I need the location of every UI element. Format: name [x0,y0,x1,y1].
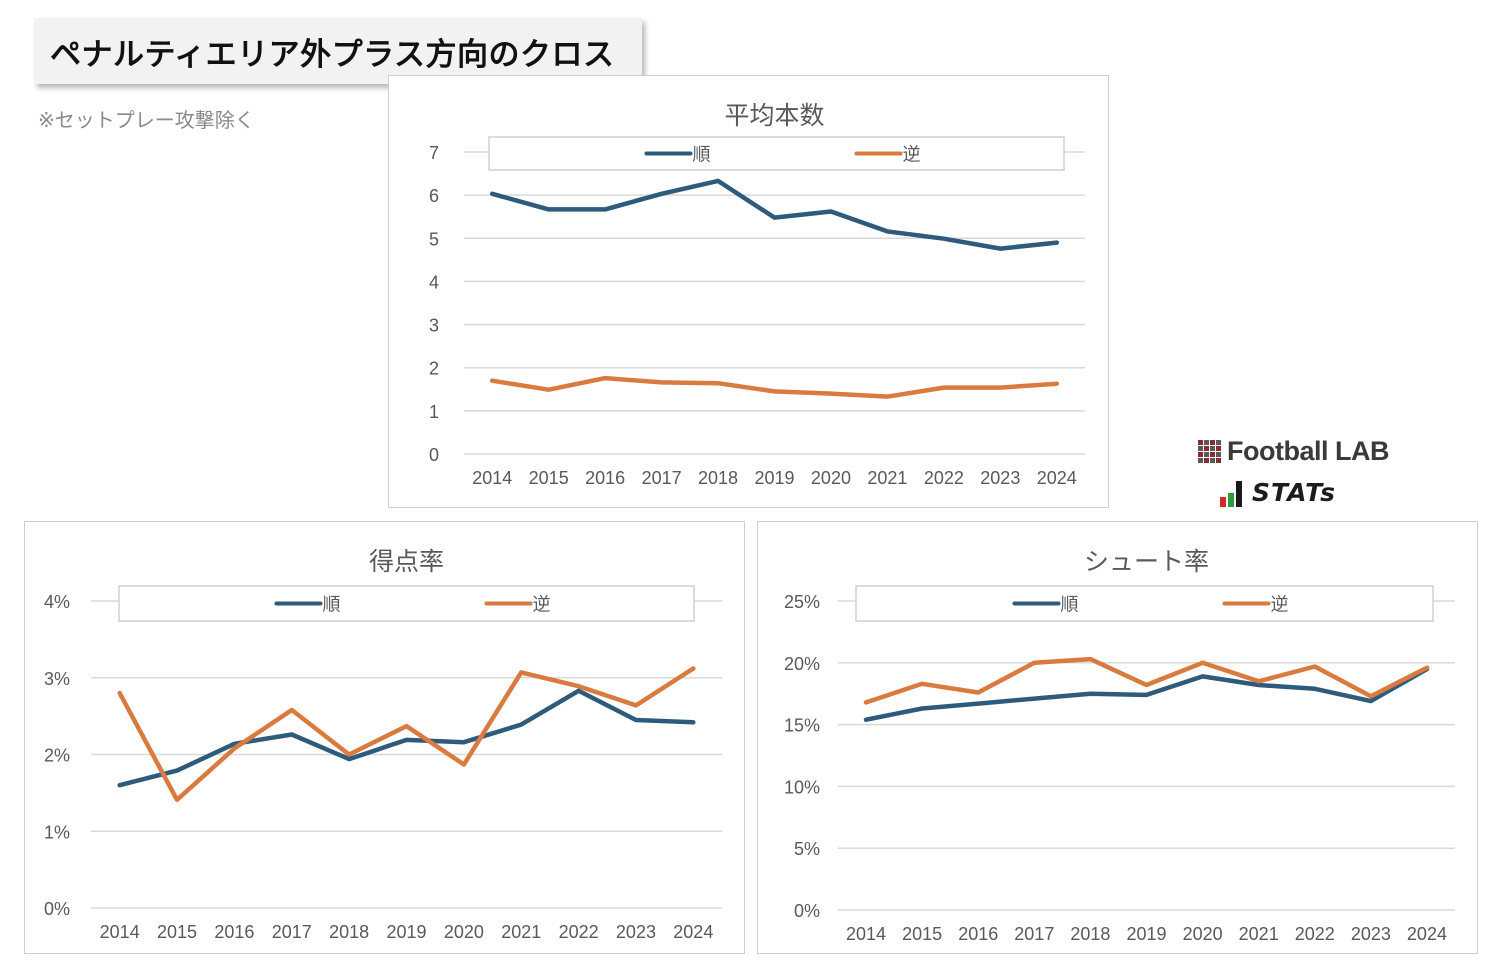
chart-panel-shot-rate: シュート率 0% 5% 10% 15% 20% 25% 2014 2015 2016 2017 201… [757,521,1478,954]
legend-box [488,136,1065,171]
y-tick-label: 3 [429,316,439,336]
y-tick-label: 10% [784,777,820,797]
x-tick-label: 2014 [846,924,886,944]
x-tick-label: 2016 [585,468,625,488]
y-tick-label: 4 [429,272,439,292]
chart-title: シュート率 [1084,547,1209,576]
x-tick-label: 2022 [1295,924,1335,944]
page-title: ペナルティエリア外プラス方向のクロス [50,36,615,73]
x-tick-label: 2017 [642,468,682,488]
title-box: ペナルティエリア外プラス方向のクロス [34,18,642,84]
chart-panel-score-rate: 得点率 0% 1% 2% 3% 4% 2014 2015 2016 2017 2018 2019 202… [24,521,745,954]
chart-panel-average-count: 平均本数 0 1 2 3 4 5 6 7 2014 2015 2016 2017 2018 2019 2020… [388,75,1109,508]
x-tick-label: 2020 [1183,924,1223,944]
y-tick-label: 2% [44,746,70,766]
y-tick-label: 15% [784,716,820,736]
legend-label: 順 [323,595,341,616]
chart-svg-shot: シュート率 0% 5% 10% 15% 20% 25% 2014 2015 2016 2017 201… [784,547,1455,944]
x-tick-label: 2024 [1037,468,1077,488]
x-tick-label: 2024 [1407,924,1447,944]
y-tick-label: 5% [794,839,820,859]
series-line-jun [863,666,1430,722]
y-tick-label: 3% [44,669,70,689]
series-line-gyaku [117,666,696,803]
series-line-gyaku [489,375,1060,399]
y-tick-label: 20% [784,654,820,674]
chart-title: 平均本数 [724,101,824,130]
x-tick-label: 2015 [529,468,569,488]
x-tick-label: 2021 [867,468,907,488]
y-tick-label: 0 [429,445,439,465]
bar-logo-icon [1220,481,1244,507]
x-tick-label: 2016 [958,924,998,944]
brand-football-lab: Football LAB [1227,436,1389,466]
x-tick-label: 2021 [501,922,541,942]
y-tick-label: 0% [794,901,820,921]
x-tick-label: 2019 [1126,924,1166,944]
x-tick-label: 2015 [157,922,197,942]
x-tick-label: 2016 [214,922,254,942]
x-tick-label: 2014 [100,922,140,942]
x-tick-label: 2017 [1014,924,1054,944]
y-tick-label: 25% [784,592,820,612]
legend-box [118,585,695,622]
chart-title: 得点率 [369,547,444,576]
x-tick-label: 2020 [444,922,484,942]
legend-label: 逆 [533,595,551,616]
brand-stats: STATs [1252,478,1337,507]
y-tick-label: 5 [429,229,439,249]
y-tick-label: 4% [44,592,70,612]
x-tick-label: 2021 [1239,924,1279,944]
legend-label: 順 [693,145,711,166]
x-tick-label: 2019 [754,468,794,488]
x-tick-label: 2024 [673,922,713,942]
x-tick-label: 2017 [272,922,312,942]
x-tick-label: 2023 [980,468,1020,488]
x-tick-label: 2022 [924,468,964,488]
y-tick-label: 1 [429,402,439,422]
x-tick-label: 2018 [1070,924,1110,944]
legend-label: 逆 [903,145,921,166]
y-tick-label: 7 [429,143,439,163]
x-tick-label: 2018 [698,468,738,488]
x-tick-label: 2023 [1351,924,1391,944]
legend-box [855,585,1434,622]
x-tick-label: 2023 [616,922,656,942]
x-tick-label: 2022 [559,922,599,942]
legend-label: 順 [1061,595,1079,616]
grid-logo-icon [1198,440,1221,463]
footballlab-logo: Football LAB STATs [1198,436,1398,512]
series-line-jun [117,688,696,788]
x-tick-label: 2019 [386,922,426,942]
x-tick-label: 2020 [811,468,851,488]
y-tick-label: 1% [44,822,70,842]
y-tick-label: 0% [44,899,70,919]
x-tick-label: 2015 [902,924,942,944]
note-text: ※セットプレー攻撃除く [38,108,255,132]
chart-svg-score: 得点率 0% 1% 2% 3% 4% 2014 2015 2016 2017 2018 2019 202… [44,547,722,942]
legend-label: 逆 [1271,595,1289,616]
chart-svg-avg: 平均本数 0 1 2 3 4 5 6 7 2014 2015 2016 2017 2018 2019 2020… [429,101,1085,488]
x-tick-label: 2014 [472,468,512,488]
x-tick-label: 2018 [329,922,369,942]
y-tick-label: 6 [429,186,439,206]
y-tick-label: 2 [429,359,439,379]
